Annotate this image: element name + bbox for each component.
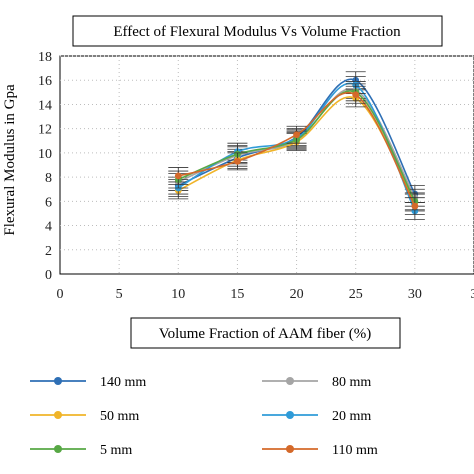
y-tick-label: 12 xyxy=(38,123,52,138)
data-point xyxy=(293,131,300,139)
x-tick-label: 20 xyxy=(290,287,304,302)
chart-title-box xyxy=(72,15,443,47)
y-tick-label: 6 xyxy=(45,195,52,210)
legend-label: 5 mm xyxy=(100,443,132,458)
legend-label: 80 mm xyxy=(332,375,371,390)
y-tick-label: 2 xyxy=(45,244,52,259)
x-tick-label: 3 xyxy=(471,287,474,302)
data-point xyxy=(234,157,241,165)
x-tick-label: 15 xyxy=(230,287,244,302)
x-tick-label: 25 xyxy=(349,287,363,302)
legend-item: 20 mm xyxy=(262,409,371,424)
series-layer xyxy=(168,71,425,220)
legend-label: 50 mm xyxy=(100,409,139,424)
x-tick-label: 0 xyxy=(57,287,64,302)
legend-label: 110 mm xyxy=(332,443,378,458)
y-tick-label: 10 xyxy=(38,147,52,162)
legend-item: 50 mm xyxy=(30,409,139,424)
legend-swatch-marker xyxy=(54,411,62,419)
series-line xyxy=(177,90,416,202)
chart-title: Effect of Flexural Modulus Vs Volume Fra… xyxy=(113,24,401,40)
legend-swatch-marker xyxy=(54,445,62,453)
y-axis-ticks: 0 2 4 6 8 10 12 14 16 18 xyxy=(38,50,52,283)
y-tick-label: 16 xyxy=(38,74,52,89)
x-axis-label: Volume Fraction of AAM fiber (%) xyxy=(159,326,372,342)
legend-swatch-marker xyxy=(286,411,294,419)
series-110-mm xyxy=(168,85,425,216)
y-tick-label: 4 xyxy=(45,220,52,235)
y-tick-label: 18 xyxy=(38,50,52,65)
y-tick-label: 8 xyxy=(45,171,52,186)
y-axis-label: Flexural Modulus in Gpa xyxy=(2,84,18,236)
legend: 140 mm 80 mm 50 mm 20 mm 5 mm 110 mm xyxy=(30,375,378,458)
legend-label: 20 mm xyxy=(332,409,371,424)
legend-item: 140 mm xyxy=(30,375,146,390)
x-tick-label: 5 xyxy=(116,287,123,302)
legend-swatch-marker xyxy=(286,377,294,385)
data-point xyxy=(352,91,360,99)
x-tick-label: 10 xyxy=(171,287,185,302)
legend-item: 5 mm xyxy=(30,443,132,458)
y-tick-label: 0 xyxy=(45,268,52,283)
series-line xyxy=(178,91,416,207)
data-point xyxy=(411,202,419,210)
x-axis-ticks: 0 5 10 15 20 25 30 3 xyxy=(57,287,474,302)
x-tick-label: 30 xyxy=(408,287,422,302)
legend-item: 80 mm xyxy=(262,375,371,390)
grid xyxy=(60,55,474,274)
data-point xyxy=(174,172,182,180)
x-axis-label-box xyxy=(130,317,401,349)
legend-swatch-marker xyxy=(54,377,62,385)
y-tick-label: 14 xyxy=(38,98,52,113)
legend-item: 110 mm xyxy=(262,443,378,458)
plot-area xyxy=(59,55,474,275)
legend-swatch-marker xyxy=(286,445,294,453)
legend-label: 140 mm xyxy=(100,375,146,390)
